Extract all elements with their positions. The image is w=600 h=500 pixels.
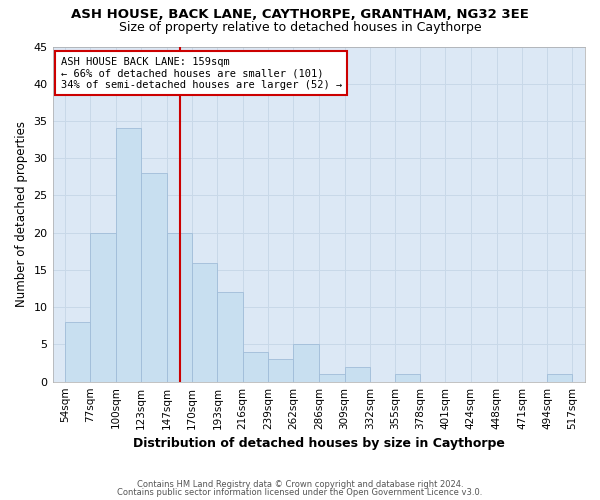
Y-axis label: Number of detached properties: Number of detached properties <box>15 121 28 307</box>
Text: ASH HOUSE, BACK LANE, CAYTHORPE, GRANTHAM, NG32 3EE: ASH HOUSE, BACK LANE, CAYTHORPE, GRANTHA… <box>71 8 529 20</box>
Bar <box>242 352 268 382</box>
Bar <box>167 232 192 382</box>
Bar <box>293 344 319 382</box>
Text: Contains public sector information licensed under the Open Government Licence v3: Contains public sector information licen… <box>118 488 482 497</box>
Bar <box>192 262 217 382</box>
Bar <box>547 374 572 382</box>
Bar <box>91 232 116 382</box>
Bar <box>268 360 293 382</box>
Bar <box>395 374 420 382</box>
Text: Size of property relative to detached houses in Caythorpe: Size of property relative to detached ho… <box>119 22 481 35</box>
Text: ASH HOUSE BACK LANE: 159sqm
← 66% of detached houses are smaller (101)
34% of se: ASH HOUSE BACK LANE: 159sqm ← 66% of det… <box>61 56 342 90</box>
Bar <box>65 322 91 382</box>
Bar <box>141 173 167 382</box>
Bar <box>217 292 242 382</box>
Text: Contains HM Land Registry data © Crown copyright and database right 2024.: Contains HM Land Registry data © Crown c… <box>137 480 463 489</box>
Bar <box>344 367 370 382</box>
Bar <box>116 128 141 382</box>
X-axis label: Distribution of detached houses by size in Caythorpe: Distribution of detached houses by size … <box>133 437 505 450</box>
Bar <box>319 374 344 382</box>
